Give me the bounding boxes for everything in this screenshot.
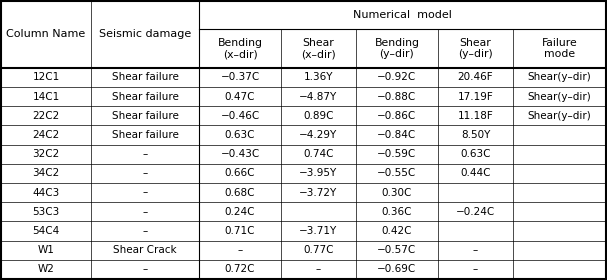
Text: Shear failure: Shear failure [112, 111, 178, 121]
Text: 0.66C: 0.66C [225, 168, 256, 178]
Text: –: – [143, 226, 148, 236]
Text: −0.84C: −0.84C [378, 130, 416, 140]
Text: Column Name: Column Name [7, 29, 86, 39]
Text: −0.46C: −0.46C [220, 111, 260, 121]
Text: −0.59C: −0.59C [378, 149, 416, 159]
Text: Failure
mode: Failure mode [541, 38, 577, 59]
Text: 1.36Y: 1.36Y [304, 72, 333, 82]
Text: W2: W2 [38, 264, 55, 274]
Text: Bending
(x–dir): Bending (x–dir) [217, 38, 262, 59]
Text: −3.95Y: −3.95Y [299, 168, 337, 178]
Text: Shear
(x–dir): Shear (x–dir) [301, 38, 336, 59]
Text: 8.50Y: 8.50Y [461, 130, 490, 140]
Text: Numerical  model: Numerical model [353, 10, 452, 20]
Text: 54C4: 54C4 [32, 226, 59, 236]
Text: −0.43C: −0.43C [220, 149, 260, 159]
Text: −0.37C: −0.37C [220, 72, 260, 82]
Text: 0.63C: 0.63C [460, 149, 490, 159]
Text: 0.68C: 0.68C [225, 188, 256, 198]
Text: 0.47C: 0.47C [225, 92, 256, 102]
Text: –: – [237, 245, 243, 255]
Text: 0.74C: 0.74C [304, 149, 334, 159]
Text: Shear failure: Shear failure [112, 72, 178, 82]
Text: –: – [143, 149, 148, 159]
Text: 0.77C: 0.77C [304, 245, 334, 255]
Text: −0.55C: −0.55C [378, 168, 416, 178]
Text: 44C3: 44C3 [32, 188, 59, 198]
Text: −0.24C: −0.24C [456, 207, 495, 217]
Text: Shear(y–dir): Shear(y–dir) [527, 111, 591, 121]
Text: –: – [143, 168, 148, 178]
Text: 0.42C: 0.42C [382, 226, 412, 236]
Text: 32C2: 32C2 [32, 149, 59, 159]
Text: −0.86C: −0.86C [378, 111, 416, 121]
Text: 0.24C: 0.24C [225, 207, 256, 217]
Text: Seismic damage: Seismic damage [99, 29, 191, 39]
Text: W1: W1 [38, 245, 55, 255]
Text: 0.71C: 0.71C [225, 226, 256, 236]
Text: 22C2: 22C2 [32, 111, 59, 121]
Text: −0.69C: −0.69C [378, 264, 416, 274]
Text: –: – [143, 207, 148, 217]
Text: −0.92C: −0.92C [378, 72, 416, 82]
Text: –: – [143, 188, 148, 198]
Text: −0.88C: −0.88C [378, 92, 416, 102]
Text: 0.63C: 0.63C [225, 130, 256, 140]
Text: –: – [473, 245, 478, 255]
Text: Shear(y–dir): Shear(y–dir) [527, 72, 591, 82]
Text: 12C1: 12C1 [32, 72, 59, 82]
Text: Shear failure: Shear failure [112, 130, 178, 140]
Text: 53C3: 53C3 [32, 207, 59, 217]
Text: 24C2: 24C2 [32, 130, 59, 140]
Text: Shear(y–dir): Shear(y–dir) [527, 92, 591, 102]
Text: 0.72C: 0.72C [225, 264, 256, 274]
Text: 0.89C: 0.89C [304, 111, 334, 121]
Text: −0.57C: −0.57C [378, 245, 416, 255]
Text: 34C2: 34C2 [32, 168, 59, 178]
Text: 20.46F: 20.46F [458, 72, 493, 82]
Text: Shear failure: Shear failure [112, 92, 178, 102]
Text: −4.87Y: −4.87Y [299, 92, 337, 102]
Text: −4.29Y: −4.29Y [299, 130, 337, 140]
Text: 17.19F: 17.19F [458, 92, 493, 102]
Text: 0.36C: 0.36C [382, 207, 412, 217]
Text: 14C1: 14C1 [32, 92, 59, 102]
Text: –: – [473, 264, 478, 274]
Text: −3.72Y: −3.72Y [299, 188, 337, 198]
Text: Bending
(y–dir): Bending (y–dir) [375, 38, 419, 59]
Text: Shear Crack: Shear Crack [113, 245, 177, 255]
Text: 11.18F: 11.18F [458, 111, 493, 121]
Text: 0.30C: 0.30C [382, 188, 412, 198]
Text: 0.44C: 0.44C [460, 168, 490, 178]
Text: –: – [143, 264, 148, 274]
Text: −3.71Y: −3.71Y [299, 226, 337, 236]
Text: –: – [316, 264, 321, 274]
Text: Shear
(y–dir): Shear (y–dir) [458, 38, 493, 59]
